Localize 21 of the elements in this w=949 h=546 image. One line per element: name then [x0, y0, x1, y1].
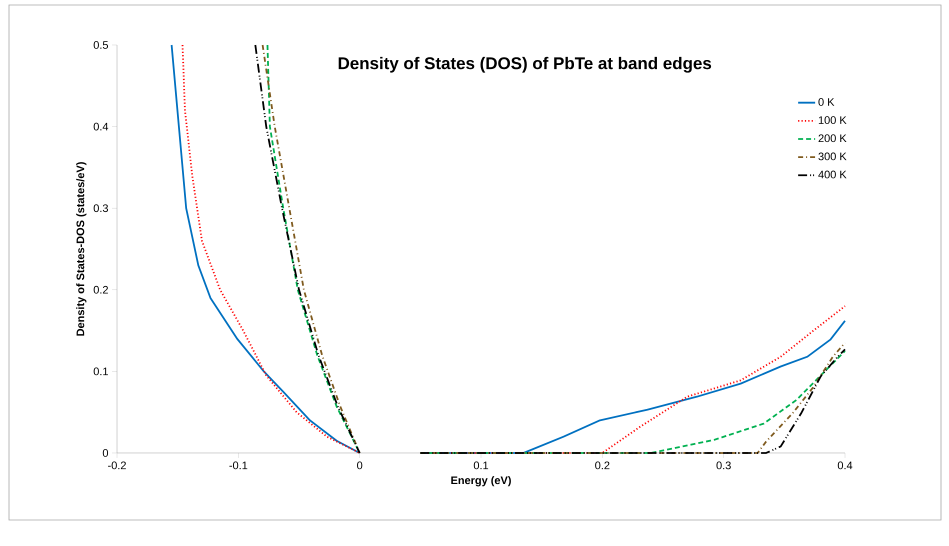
- x-tick-label: 0.3: [716, 462, 731, 470]
- y-tick-label: 0.5: [94, 41, 108, 49]
- x-tick-label: -0.1: [229, 462, 248, 470]
- x-tick-label: 0.2: [595, 462, 610, 470]
- x-tick-label: -0.2: [108, 462, 126, 470]
- x-tick-label: 0.1: [474, 462, 488, 470]
- x-tick-label: 0.4: [838, 462, 852, 470]
- y-tick-label: 0.4: [94, 122, 108, 130]
- text: Density of States (DOS) of PbTe at band edges: [338, 56, 712, 73]
- legend-label: 300 K: [818, 152, 847, 160]
- legend-label: 100 K: [818, 116, 847, 124]
- y-tick-label: 0.3: [94, 204, 108, 212]
- x-axis-title: Energy (eV): [451, 476, 511, 486]
- y-tick-label: 0.1: [94, 368, 108, 376]
- y-tick-label: 0.2: [94, 286, 108, 294]
- legend-label: 0 K: [818, 98, 834, 106]
- y-axis-title: Density of States-DOS (states/eV): [76, 162, 86, 336]
- x-tick-label: 0: [357, 462, 362, 470]
- legend-label: 200 K: [818, 134, 847, 142]
- y-tick-label: 0: [102, 449, 108, 457]
- legend-label: 400 K: [818, 170, 847, 178]
